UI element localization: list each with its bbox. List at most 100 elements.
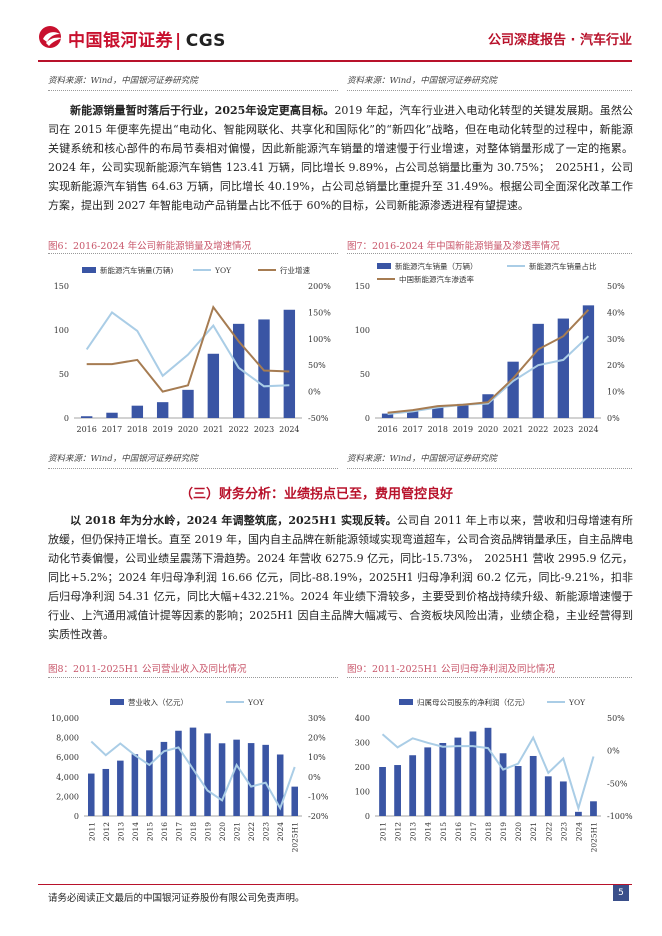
bar [276,754,284,816]
bar [106,412,118,418]
x-tick-label: 2023 [553,425,573,434]
figure-6-title: 图6：2016-2024 年公司新能源销量及增速情况 [48,241,252,252]
y2-tick-label: 10% [607,388,625,397]
divider [347,253,632,254]
bar [262,744,269,816]
x-tick-label: 2024 [276,822,285,841]
logo-name: 中国银河证券 [68,31,173,51]
x-tick-label: 2014 [131,822,140,841]
x-tick-label: 2023 [254,425,274,434]
body-paragraph-finance: 以 2018 年为分水岭，2024 年调整筑底，2025H1 实现反转。公司自 … [48,511,633,644]
bar [469,731,477,816]
bar [544,776,552,816]
x-tick-label: 2012 [102,822,111,841]
bar [457,403,469,418]
legend-label: 中国新能源汽车渗透率 [399,274,474,284]
logo-separator: | [175,31,182,51]
paragraph-lead: 以 2018 年为分水岭，2024 年调整筑底，2025H1 实现反转。 [70,514,397,527]
y2-tick-label: -20% [308,812,329,821]
series-line [381,733,595,812]
bar [582,305,595,418]
y2-tick-label: 20% [308,734,326,743]
x-tick-label: 2016 [76,425,96,434]
y-tick-label: 4,000 [56,773,79,782]
divider [48,90,338,91]
x-tick-label: 2018 [484,822,493,841]
bar [175,730,182,816]
y-tick-label: 2,000 [56,792,79,801]
y-tick-label: 50 [360,370,370,379]
y-tick-label: 300 [355,739,370,748]
x-tick-label: 2012 [394,822,403,841]
bar [557,318,569,418]
series-line [90,740,296,811]
x-tick-label: 2022 [544,822,553,841]
y-tick-label: 0 [365,414,370,423]
y2-tick-label: -10% [308,792,329,801]
chart-fig8: 0 2,000 4,000 6,000 8,000 10,000 -20% -10% 0% 10%… [51,697,329,852]
x-tick-label: 2023 [559,822,568,841]
top-left-source: 资料来源：Wind，中国银河证券研究院 [48,76,198,86]
x-tick-label: 2022 [247,822,256,841]
legend-label: YOY [247,698,265,707]
legend-label: YOY [568,698,586,707]
x-tick-label: 2021 [203,425,223,434]
legend-swatch [82,267,96,273]
legend-label: 行业增速 [280,265,310,275]
x-tick-label: 2013 [409,822,418,841]
bar [409,755,417,816]
bar [233,739,240,816]
top-right-source: 资料来源：Wind，中国银河证券研究院 [347,76,497,86]
x-tick-label: 2018 [189,822,198,841]
header-divider [38,60,632,62]
y-tick-label: 50 [59,370,69,379]
bar [87,773,95,816]
y-tick-label: 100 [355,326,370,335]
bar [379,767,386,816]
x-tick-label: 2011 [87,822,96,841]
x-tick-label: 2025H1 [589,822,598,852]
legend-label: 新能源汽车销量（万辆） [395,261,478,271]
logo-abbr: CGS [185,31,226,51]
chart-fig6: 0 50 100 150 -50% 0% 50% 100% 150% 200% 2016 2017 20… [54,265,332,434]
x-tick-label: 2019 [152,425,172,434]
series-line [85,310,290,388]
x-tick-label: 2019 [453,425,473,434]
legend-label: 新能源汽车销量占比 [529,261,597,271]
x-tick-label: 2018 [428,425,448,434]
bar [514,766,522,816]
chart-fig7: 0 50 100 150 0% 10% 20% 30% 40% 50% 2016 2017 2018 20… [355,261,625,434]
cgs-logo-icon [39,26,62,48]
y-tick-label: 150 [54,282,69,291]
bar [131,754,139,816]
bar [575,811,582,816]
x-tick-label: 2024 [578,425,598,434]
legend-swatch [377,263,391,269]
x-tick-label: 2020 [178,425,198,434]
x-tick-label: 2016 [377,425,397,434]
legend-label: 营业收入（亿元） [128,697,188,707]
bar [432,406,444,418]
bar [247,743,255,816]
footer-disclaimer: 请务必阅读正文最后的中国银河证券股份有限公司免责声明。 [48,893,305,904]
x-tick-label: 2020 [514,822,523,841]
bar [117,760,124,816]
bar [182,389,194,418]
x-tick-label: 2014 [424,822,433,841]
y2-tick-label: 100% [308,335,331,344]
y-tick-label: 100 [54,326,69,335]
x-tick-label: 2025H1 [291,822,300,852]
y-tick-label: 6,000 [56,753,79,762]
bar [189,727,197,816]
y-tick-label: 0 [74,812,79,821]
y2-tick-label: 150% [308,308,331,317]
x-tick-label: 2017 [102,425,122,434]
bar [499,753,507,816]
y-tick-label: 10,000 [51,714,79,723]
page-number: 5 [613,885,629,901]
bar [291,786,299,816]
figure-7-source: 资料来源：Wind，中国银河证券研究院 [347,454,497,464]
x-tick-label: 2019 [204,822,213,841]
divider [48,468,338,469]
bar [424,747,432,816]
